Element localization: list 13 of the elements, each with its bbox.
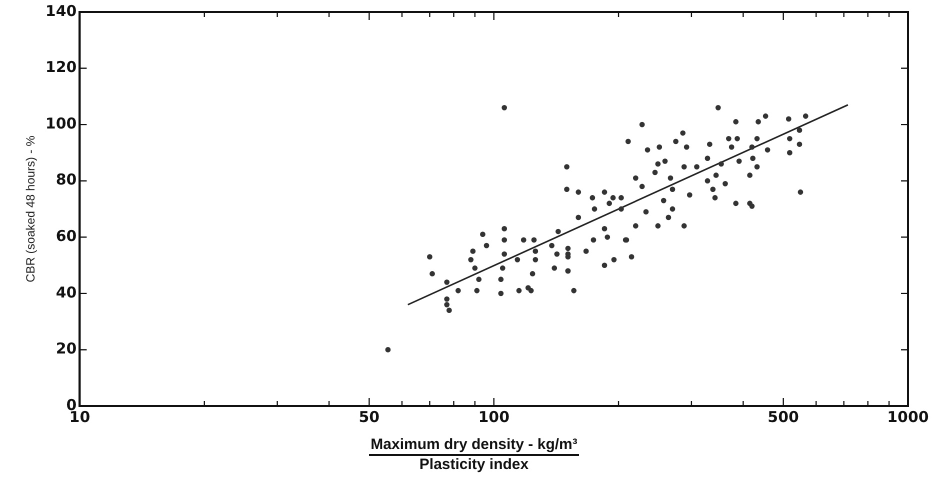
x-tick-label: 500 — [768, 408, 799, 426]
x-tick-label: 100 — [478, 408, 510, 426]
y-tick-label: 140 — [45, 2, 77, 20]
y-tick-label: 60 — [56, 227, 77, 246]
y-tick-label: 100 — [45, 114, 77, 132]
y-tick-label: 20 — [56, 340, 77, 358]
x-tick-label: 1000 — [887, 408, 929, 426]
x-axis-title: Maximum dry density - kg/m³ Plasticity index — [370, 436, 578, 473]
y-tick-label: 40 — [56, 283, 77, 302]
x-tick-label: 50 — [358, 408, 380, 426]
y-tick-label: 80 — [56, 170, 77, 189]
y-tick-label: 120 — [45, 58, 77, 76]
y-axis-title: CBR (soaked 48 hours) - % — [24, 135, 38, 282]
